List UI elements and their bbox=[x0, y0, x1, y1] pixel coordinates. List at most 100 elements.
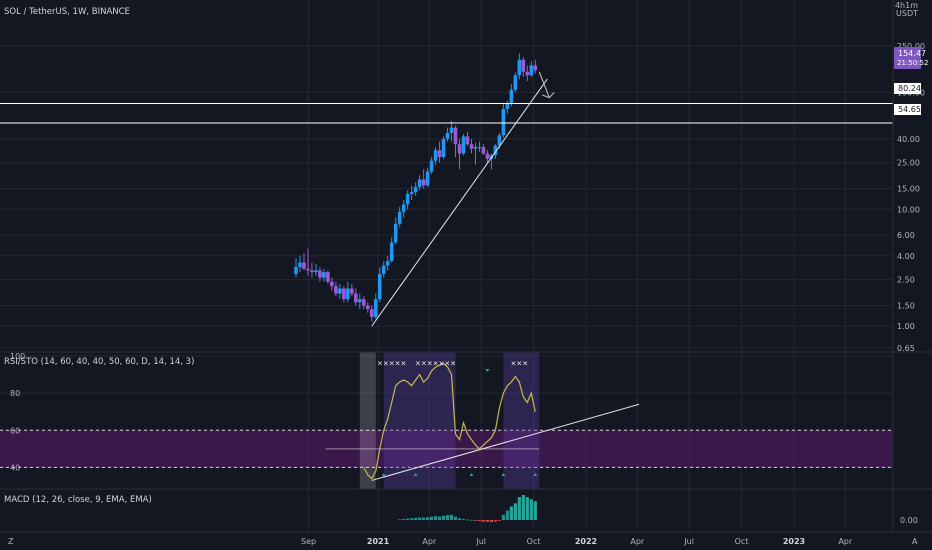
candle-body[interactable] bbox=[493, 145, 498, 156]
candle-body[interactable] bbox=[294, 267, 298, 274]
timezone-button[interactable]: Z bbox=[8, 537, 14, 546]
candle-body[interactable] bbox=[326, 272, 330, 282]
rsi-tick-label: 60 bbox=[10, 426, 20, 435]
candlestick-series[interactable] bbox=[294, 53, 538, 322]
macd-indicator-title[interactable]: MACD (12, 26, close, 9, EMA, EMA) bbox=[4, 495, 152, 505]
candle-body[interactable] bbox=[369, 309, 374, 317]
macd-histogram-bar bbox=[473, 520, 478, 521]
candle-body[interactable] bbox=[417, 179, 422, 188]
rsi-indicator-title[interactable]: RSI/STO (14, 60, 40, 40, 50, 60, D, 14, … bbox=[4, 357, 194, 367]
candle-body[interactable] bbox=[429, 160, 434, 172]
level-badge-54 bbox=[894, 104, 921, 115]
macd-histogram-bar bbox=[493, 520, 498, 522]
symbol-title[interactable]: SOL / TetherUS, 1W, BINANCE bbox=[4, 7, 130, 17]
candle-body[interactable] bbox=[334, 286, 338, 294]
buy-triangle bbox=[533, 473, 538, 476]
price-tick-label: 250.00 bbox=[897, 42, 925, 51]
macd-histogram-bar bbox=[477, 520, 482, 522]
candle-body[interactable] bbox=[306, 268, 310, 271]
time-tick-label: Apr bbox=[838, 537, 853, 546]
candle-body[interactable] bbox=[433, 150, 438, 161]
candle-body[interactable] bbox=[350, 288, 354, 294]
candle-body[interactable] bbox=[501, 109, 506, 136]
macd-histogram-bar bbox=[481, 520, 486, 522]
candle-body[interactable] bbox=[425, 171, 430, 186]
candle-body[interactable] bbox=[302, 262, 306, 269]
corner-menu[interactable]: 4h1m bbox=[895, 1, 918, 10]
price-trendline[interactable] bbox=[371, 78, 548, 327]
candle-body[interactable] bbox=[314, 270, 318, 273]
candle-body[interactable] bbox=[533, 65, 538, 71]
candle-body[interactable] bbox=[465, 136, 470, 145]
rsi-tick-label: 100 bbox=[10, 352, 25, 361]
candle-body[interactable] bbox=[509, 89, 514, 104]
candle-body[interactable] bbox=[513, 75, 518, 90]
candle-body[interactable] bbox=[330, 281, 334, 287]
candle-body[interactable] bbox=[461, 136, 466, 154]
sell-triangle bbox=[485, 369, 490, 372]
candle-body[interactable] bbox=[481, 147, 486, 154]
macd-histogram-bar bbox=[410, 518, 414, 520]
candle-body[interactable] bbox=[409, 192, 414, 195]
candle-body[interactable] bbox=[477, 147, 482, 149]
macd-histogram-bar bbox=[461, 518, 466, 520]
candle-body[interactable] bbox=[365, 305, 370, 310]
candle-body[interactable] bbox=[346, 288, 350, 300]
candle-body[interactable] bbox=[358, 299, 362, 303]
trendlines[interactable] bbox=[371, 71, 640, 481]
candle-body[interactable] bbox=[457, 144, 462, 154]
price-tick-label: 1.00 bbox=[897, 322, 915, 331]
candle-body[interactable] bbox=[413, 187, 418, 193]
level-label-54: 54.65 bbox=[898, 105, 921, 114]
arrow-annotation[interactable] bbox=[538, 71, 555, 99]
auto-scale-button[interactable]: A bbox=[912, 537, 918, 546]
macd-histogram-bar bbox=[497, 520, 502, 521]
candle-body[interactable] bbox=[469, 144, 474, 149]
candle-body[interactable] bbox=[525, 71, 530, 76]
candle-body[interactable] bbox=[445, 132, 450, 139]
candle-body[interactable] bbox=[437, 150, 442, 157]
candle-body[interactable] bbox=[381, 265, 386, 274]
candle-body[interactable] bbox=[441, 138, 446, 157]
candle-body[interactable] bbox=[521, 59, 526, 72]
time-tick-label: Sep bbox=[301, 537, 316, 546]
overbought-shade bbox=[383, 352, 456, 489]
macd-histogram-bar bbox=[529, 499, 533, 520]
candle-body[interactable] bbox=[338, 288, 342, 294]
time-tick-label: Jul bbox=[683, 537, 694, 546]
candle-body[interactable] bbox=[517, 59, 522, 76]
macd-histogram-bar bbox=[457, 518, 462, 520]
candle-body[interactable] bbox=[310, 270, 314, 273]
candle-body[interactable] bbox=[485, 153, 490, 159]
candle-body[interactable] bbox=[389, 242, 394, 262]
candle-body[interactable] bbox=[318, 270, 322, 278]
macd-histogram-bar bbox=[509, 506, 513, 520]
candle-body[interactable] bbox=[397, 211, 402, 224]
candle-body[interactable] bbox=[393, 223, 398, 243]
currency-label[interactable]: USDT bbox=[896, 9, 918, 18]
candle-body[interactable] bbox=[401, 204, 406, 212]
macd-histogram-bar bbox=[402, 518, 406, 520]
candle-body[interactable] bbox=[473, 147, 478, 149]
candle-body[interactable] bbox=[362, 299, 366, 306]
candle-body[interactable] bbox=[385, 261, 390, 266]
candle-body[interactable] bbox=[529, 65, 534, 76]
candle-body[interactable] bbox=[298, 262, 302, 268]
candle-body[interactable] bbox=[449, 127, 454, 133]
candle-body[interactable] bbox=[354, 293, 358, 303]
candle-body[interactable] bbox=[497, 135, 502, 146]
candle-body[interactable] bbox=[505, 103, 510, 110]
rsi-trendline[interactable] bbox=[371, 403, 640, 481]
last-price-badge bbox=[894, 47, 921, 69]
horizontal-levels[interactable] bbox=[0, 103, 893, 124]
candle-body[interactable] bbox=[373, 299, 378, 317]
macd-histogram-bar bbox=[449, 514, 454, 520]
level-badge-80 bbox=[894, 83, 921, 94]
candle-body[interactable] bbox=[453, 127, 458, 145]
candle-body[interactable] bbox=[405, 194, 410, 205]
candle-body[interactable] bbox=[342, 288, 346, 300]
candle-body[interactable] bbox=[322, 272, 326, 278]
candle-body[interactable] bbox=[377, 273, 382, 300]
candle-body[interactable] bbox=[421, 179, 426, 186]
